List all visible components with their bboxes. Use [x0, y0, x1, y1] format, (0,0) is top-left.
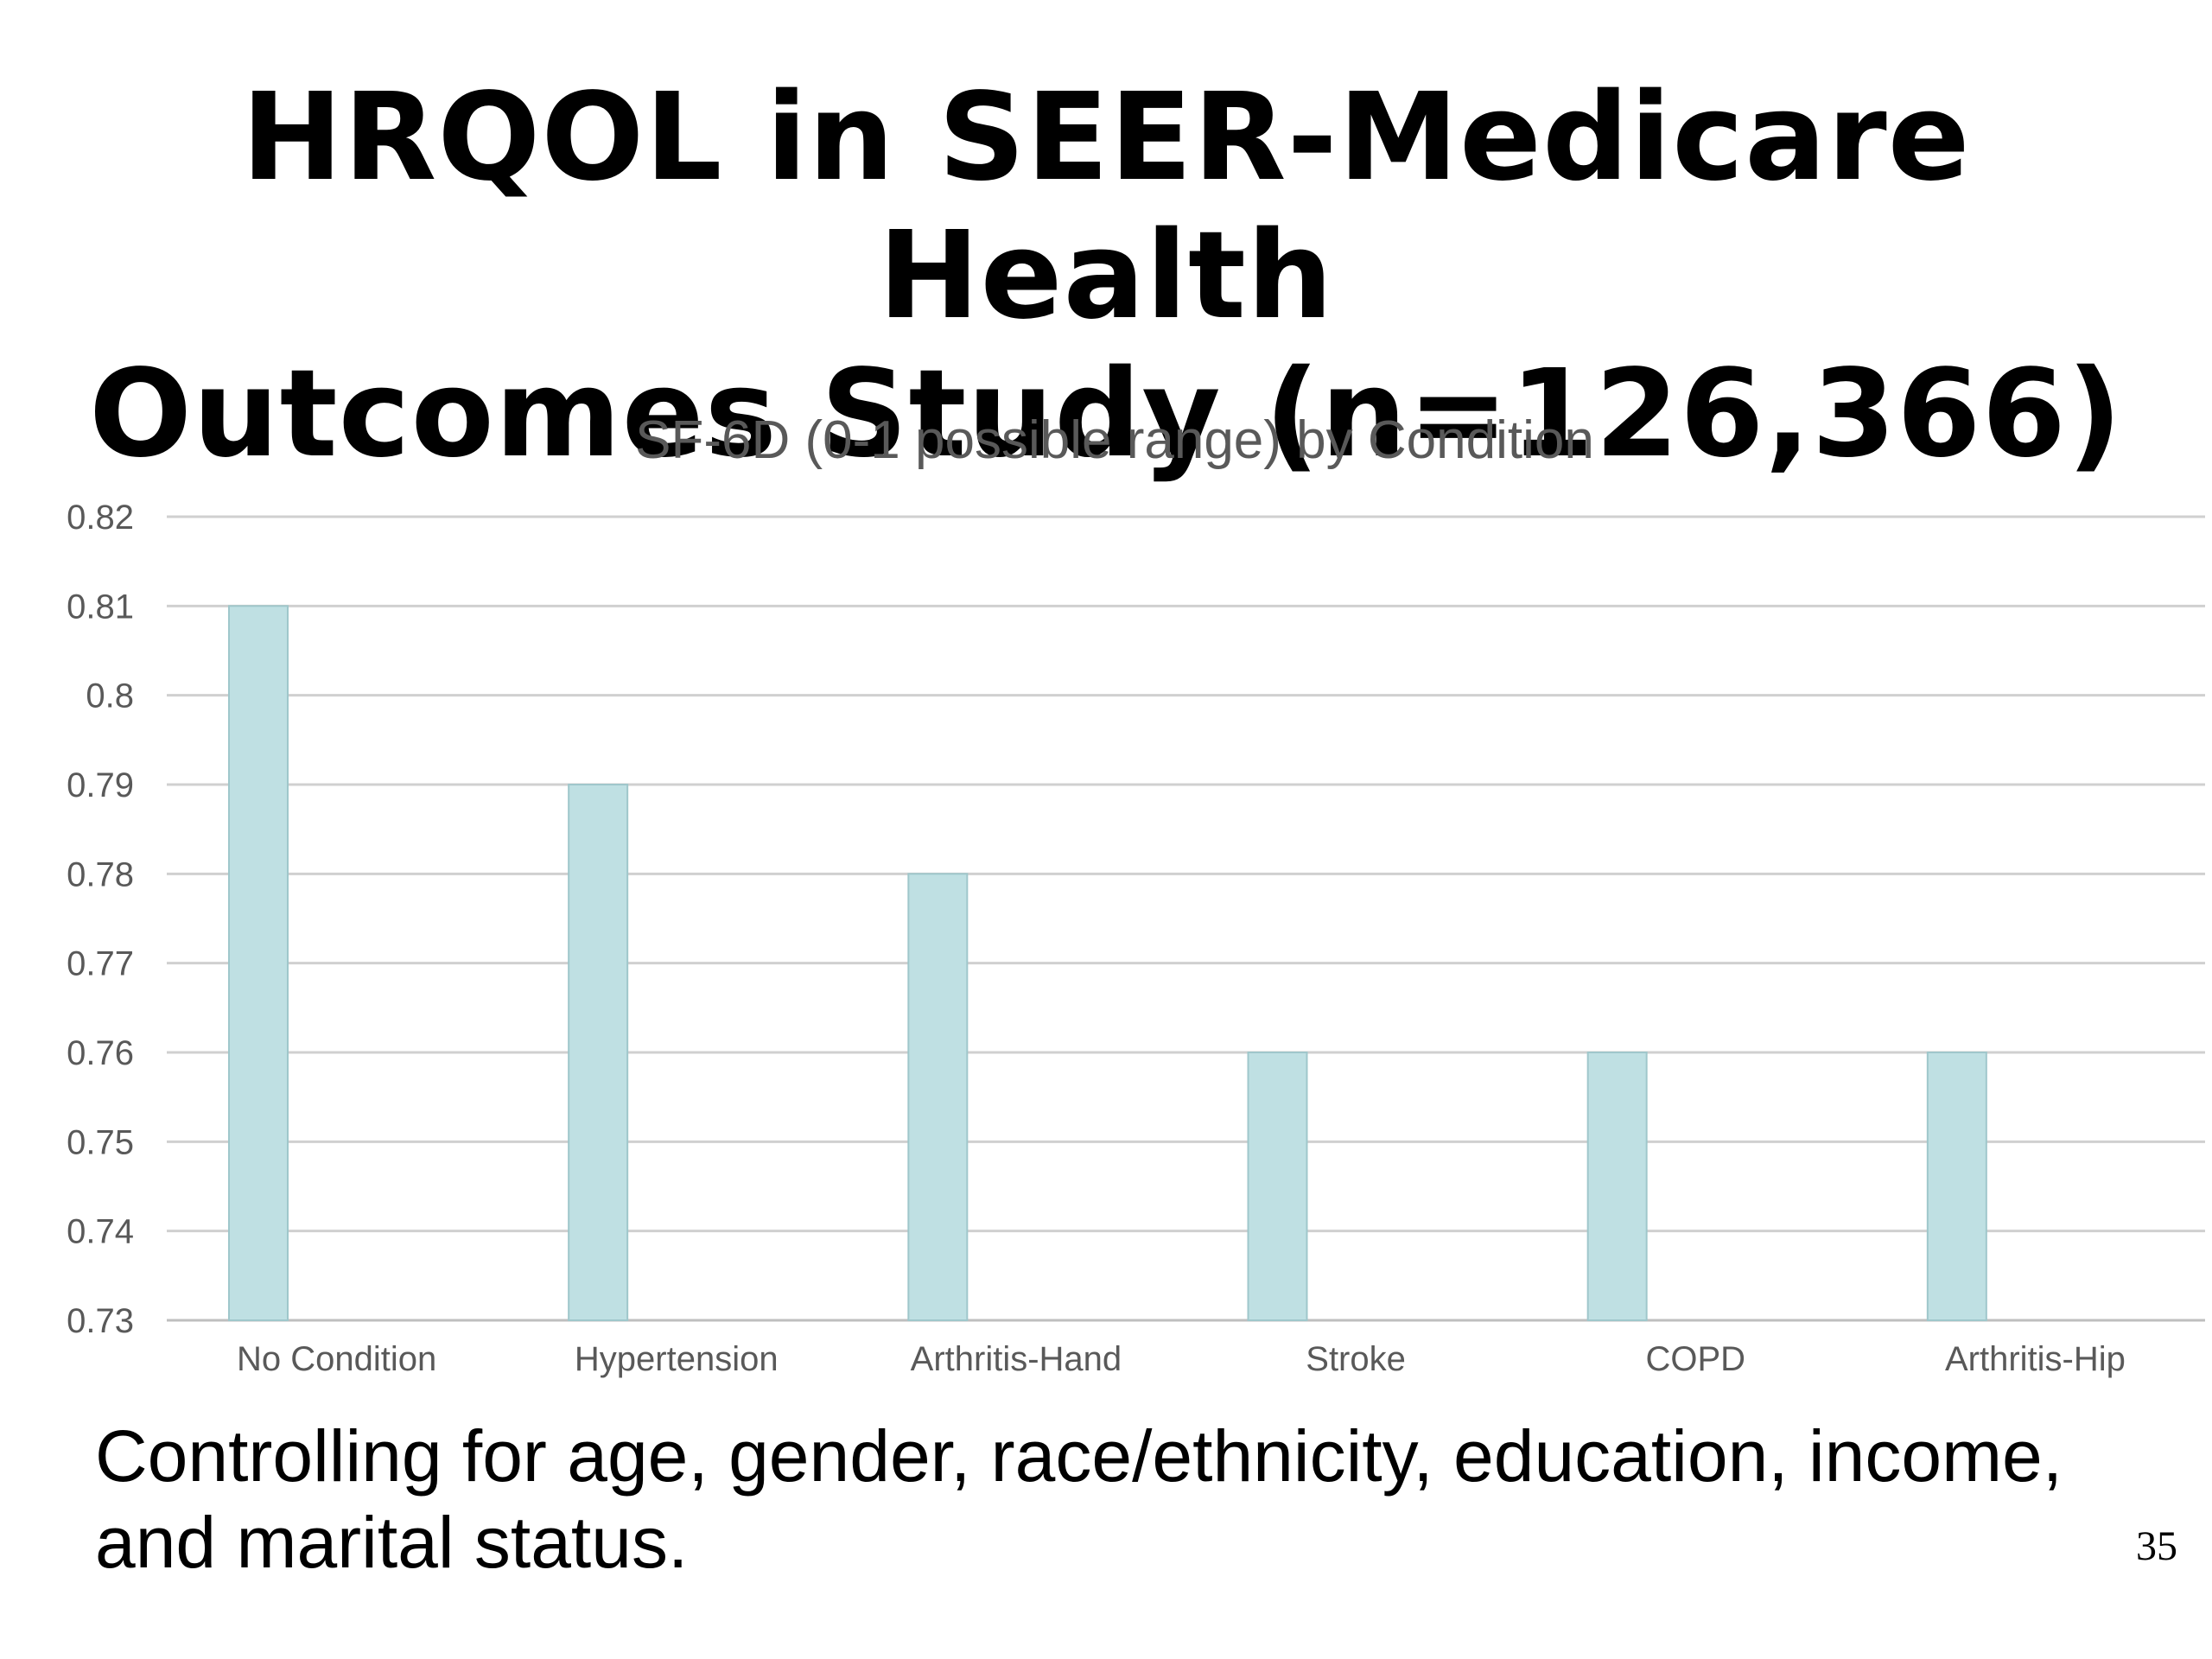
bar-no-condition	[228, 605, 289, 1322]
bar-chart-svg: SF-6D (0-1 possible range) by Condition …	[67, 410, 2205, 1378]
x-category-label: Stroke	[1306, 1340, 1406, 1378]
y-tick-label: 0.77	[67, 945, 134, 983]
page-number: 35	[2136, 1523, 2177, 1569]
bars	[228, 605, 1987, 1322]
footnote: Controlling for age, gender, race/ethnic…	[95, 1413, 2082, 1586]
footnote-line-1: Controlling for age, gender, race/ethnic…	[95, 1415, 2063, 1497]
y-tick-label: 0.73	[67, 1302, 134, 1340]
bar-arthritis-hip	[1926, 1052, 1987, 1321]
x-category-label: Arthritis-Hand	[911, 1340, 1122, 1378]
bar-copd	[1586, 1052, 1648, 1321]
x-category-label: COPD	[1645, 1340, 1745, 1378]
x-category-label: Hypertension	[575, 1340, 779, 1378]
x-axis-category-labels: No Condition Hypertension Arthritis-Hand St…	[237, 1340, 2126, 1378]
chart-title: SF-6D (0-1 possible range) by Condition	[635, 410, 1594, 470]
slide-title: HRQOL in SEER-Medicare Health Outcomes S…	[0, 69, 2212, 484]
y-tick-label: 0.76	[67, 1034, 134, 1072]
x-category-label: No Condition	[237, 1340, 436, 1378]
slide-title-line-2: Outcomes Study (n=126,366)	[89, 344, 2123, 485]
y-tick-label: 0.74	[67, 1213, 134, 1251]
footnote-line-2: and marital status.	[95, 1502, 689, 1583]
bar-hypertension	[568, 784, 629, 1321]
y-axis-tick-labels: 0.73 0.74 0.75 0.76 0.77 0.78 0.79 0.8 0.81 0.82	[67, 499, 134, 1340]
y-tick-label: 0.78	[67, 855, 134, 893]
slide-title-line-1: HRQOL in SEER-Medicare Health	[241, 67, 1971, 346]
gridlines	[167, 515, 2205, 1322]
x-category-label: Arthritis-Hip	[1945, 1340, 2126, 1378]
y-tick-label: 0.8	[86, 677, 134, 715]
y-tick-label: 0.81	[67, 588, 134, 626]
bar-chart: SF-6D (0-1 possible range) by Condition …	[0, 389, 2212, 1408]
y-tick-label: 0.75	[67, 1123, 134, 1161]
bar-arthritis-hand	[907, 873, 969, 1321]
y-tick-label: 0.79	[67, 766, 134, 804]
bar-stroke	[1247, 1052, 1308, 1321]
y-tick-label: 0.82	[67, 499, 134, 537]
